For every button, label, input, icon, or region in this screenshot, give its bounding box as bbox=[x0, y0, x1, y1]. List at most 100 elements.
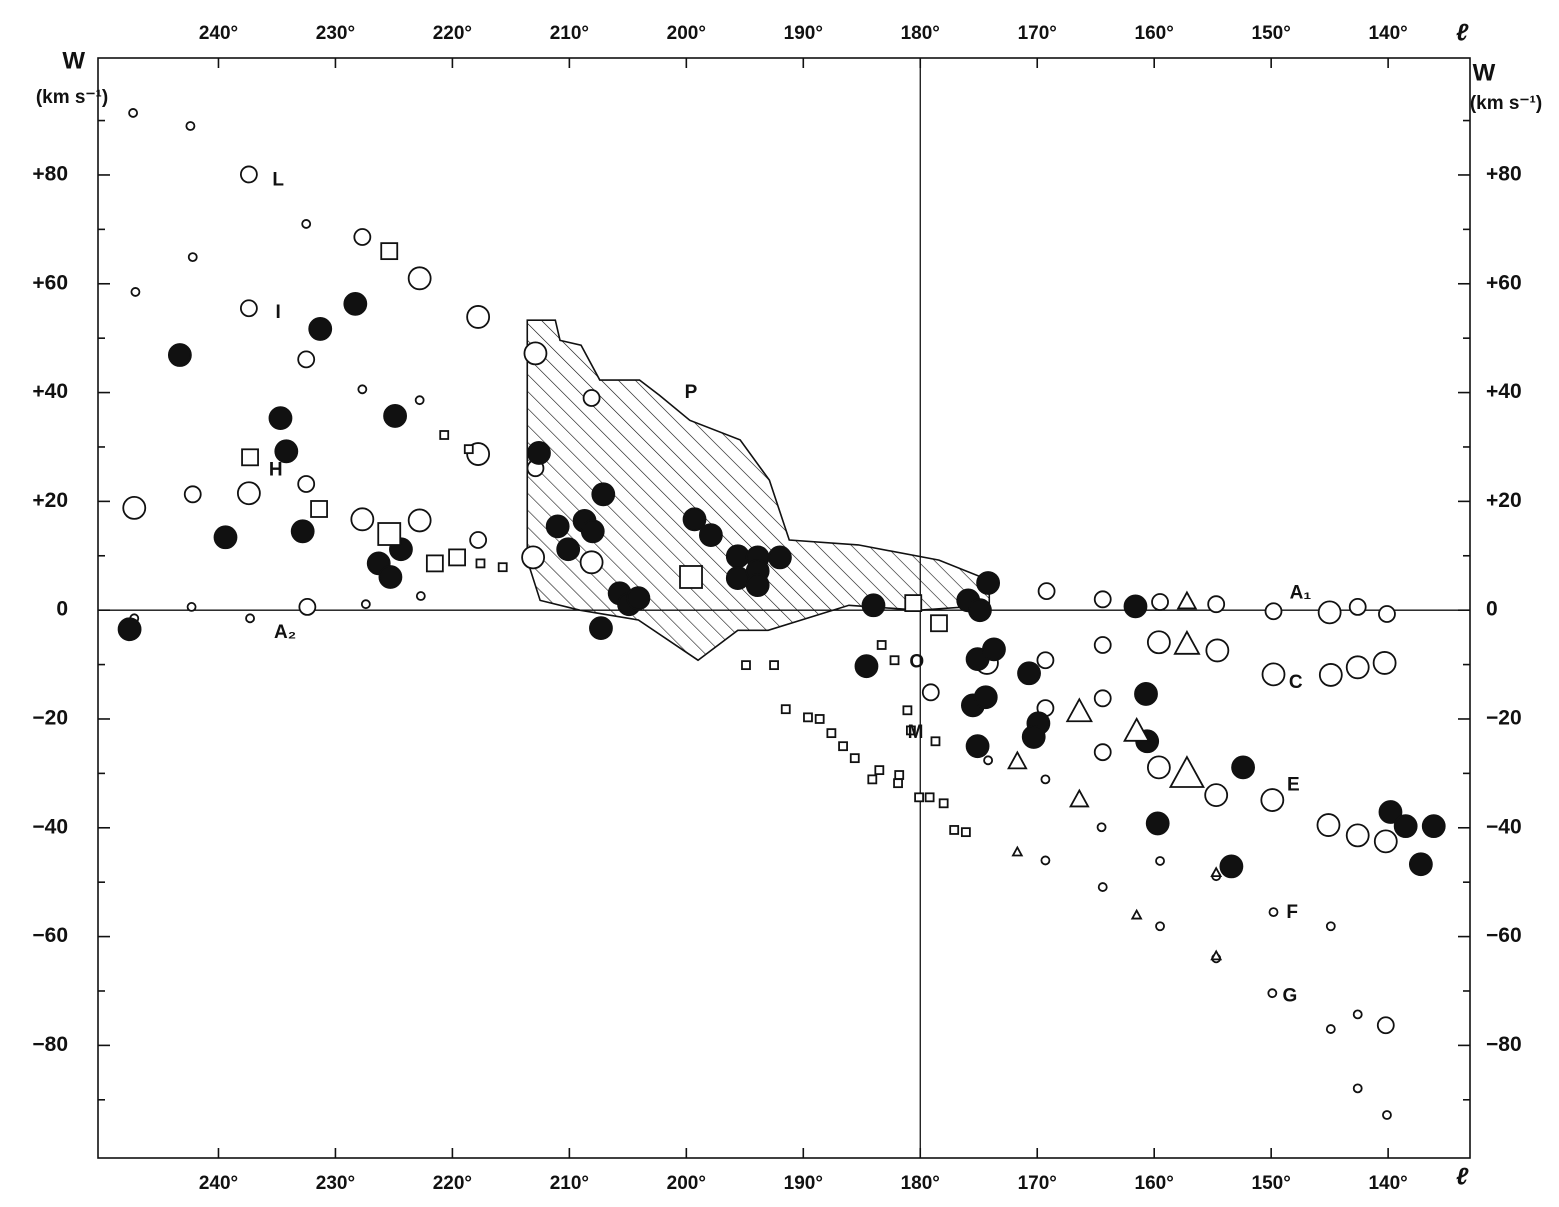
point-square bbox=[377, 522, 402, 546]
y-tick-label: −60 bbox=[32, 924, 68, 947]
point-square bbox=[930, 736, 941, 747]
point-circle bbox=[1151, 593, 1169, 611]
point-square bbox=[960, 827, 971, 838]
x-label-top: ℓ bbox=[1456, 19, 1469, 46]
point-circle bbox=[527, 441, 551, 465]
point-circle bbox=[360, 599, 371, 610]
y-tick-label-right: −60 bbox=[1486, 924, 1522, 947]
annotation: E bbox=[1287, 774, 1300, 795]
point-circle bbox=[274, 439, 299, 464]
point-circle bbox=[982, 637, 1006, 662]
point-circle bbox=[1036, 651, 1055, 670]
point-circle bbox=[290, 519, 315, 544]
x-tick-label: 170° bbox=[1018, 1173, 1057, 1194]
y-tick-label: +80 bbox=[32, 163, 68, 186]
point-circle bbox=[415, 591, 426, 601]
point-circle bbox=[976, 571, 1001, 595]
point-circle bbox=[239, 299, 258, 318]
point-square bbox=[814, 714, 825, 724]
hatched-region bbox=[526, 319, 991, 662]
y-tick-label-right: +20 bbox=[1486, 489, 1522, 512]
x-tick-label: 160° bbox=[1135, 1173, 1174, 1194]
point-circle bbox=[353, 228, 372, 246]
point-circle bbox=[1093, 636, 1112, 654]
point-triangle bbox=[1130, 908, 1143, 920]
point-circle bbox=[186, 602, 197, 612]
y-tick-label-right: 0 bbox=[1486, 598, 1498, 621]
point-circle bbox=[725, 544, 750, 569]
point-circle bbox=[236, 481, 261, 506]
y-tick-label-right: +40 bbox=[1486, 380, 1522, 403]
point-circle bbox=[1345, 655, 1370, 680]
point-square bbox=[780, 704, 791, 715]
point-circle bbox=[469, 531, 488, 549]
y-tick-label-right: −40 bbox=[1486, 815, 1522, 838]
point-circle bbox=[1145, 811, 1170, 836]
point-circle bbox=[297, 475, 316, 493]
point-square bbox=[380, 242, 399, 261]
point-circle bbox=[297, 350, 316, 369]
point-square bbox=[914, 792, 924, 803]
point-circle bbox=[725, 566, 750, 590]
point-square bbox=[838, 741, 848, 752]
point-circle bbox=[1378, 800, 1403, 824]
x-tick-label-top: 190° bbox=[784, 23, 823, 44]
point-square bbox=[803, 712, 813, 723]
x-tick-label-top: 150° bbox=[1252, 23, 1291, 44]
point-circle bbox=[117, 617, 142, 642]
point-square bbox=[849, 753, 860, 764]
point-circle bbox=[308, 317, 333, 341]
point-circle bbox=[1376, 1016, 1395, 1035]
x-tick-label: 180° bbox=[901, 1173, 940, 1194]
point-circle bbox=[861, 593, 886, 618]
y-tick-label-right: +80 bbox=[1486, 163, 1522, 186]
y-tick-label: +20 bbox=[32, 489, 68, 512]
point-triangle bbox=[1210, 866, 1223, 878]
x-tick-label: 220° bbox=[433, 1173, 472, 1194]
point-triangle bbox=[1176, 590, 1198, 610]
point-circle bbox=[1155, 921, 1165, 932]
point-circle bbox=[1348, 598, 1367, 616]
point-circle bbox=[545, 514, 570, 539]
point-circle bbox=[1146, 630, 1171, 655]
point-circle bbox=[1264, 602, 1283, 621]
point-circle bbox=[407, 508, 432, 533]
point-circle bbox=[1219, 854, 1244, 879]
point-square bbox=[938, 798, 949, 809]
x-label-bottom: ℓ bbox=[1456, 1163, 1469, 1190]
point-triangle bbox=[1168, 755, 1205, 788]
point-circle bbox=[350, 507, 375, 532]
x-tick-label-top: 180° bbox=[901, 23, 940, 44]
point-circle bbox=[185, 121, 196, 131]
point-circle bbox=[1021, 725, 1046, 749]
point-circle bbox=[521, 545, 546, 570]
y-tick-label: −40 bbox=[32, 815, 68, 838]
x-tick-label-top: 230° bbox=[316, 23, 355, 44]
point-circle bbox=[128, 108, 138, 118]
y-tick-label: −80 bbox=[32, 1033, 68, 1056]
y-unit-left: (km s⁻¹) bbox=[36, 87, 108, 108]
point-circle bbox=[580, 519, 605, 544]
point-square bbox=[310, 500, 328, 518]
point-circle bbox=[414, 395, 425, 406]
x-tick-label-top: 160° bbox=[1135, 23, 1174, 44]
point-triangle bbox=[1007, 750, 1028, 770]
point-circle bbox=[167, 343, 192, 367]
point-square bbox=[439, 430, 450, 440]
annotation: A₁ bbox=[1290, 582, 1312, 603]
point-circle bbox=[1268, 907, 1279, 918]
point-square bbox=[893, 778, 903, 789]
point-circle bbox=[1037, 582, 1056, 601]
point-circle bbox=[1352, 1009, 1363, 1020]
y-label-right: W bbox=[1473, 59, 1496, 86]
point-circle bbox=[1393, 814, 1418, 839]
point-circle bbox=[1097, 882, 1108, 892]
point-square bbox=[867, 774, 878, 785]
point-circle bbox=[698, 523, 723, 548]
point-circle bbox=[357, 384, 368, 395]
point-circle bbox=[523, 341, 548, 366]
point-square bbox=[769, 660, 779, 671]
annotation: O bbox=[909, 651, 924, 672]
point-circle bbox=[1382, 1110, 1392, 1120]
point-circle bbox=[768, 545, 792, 570]
